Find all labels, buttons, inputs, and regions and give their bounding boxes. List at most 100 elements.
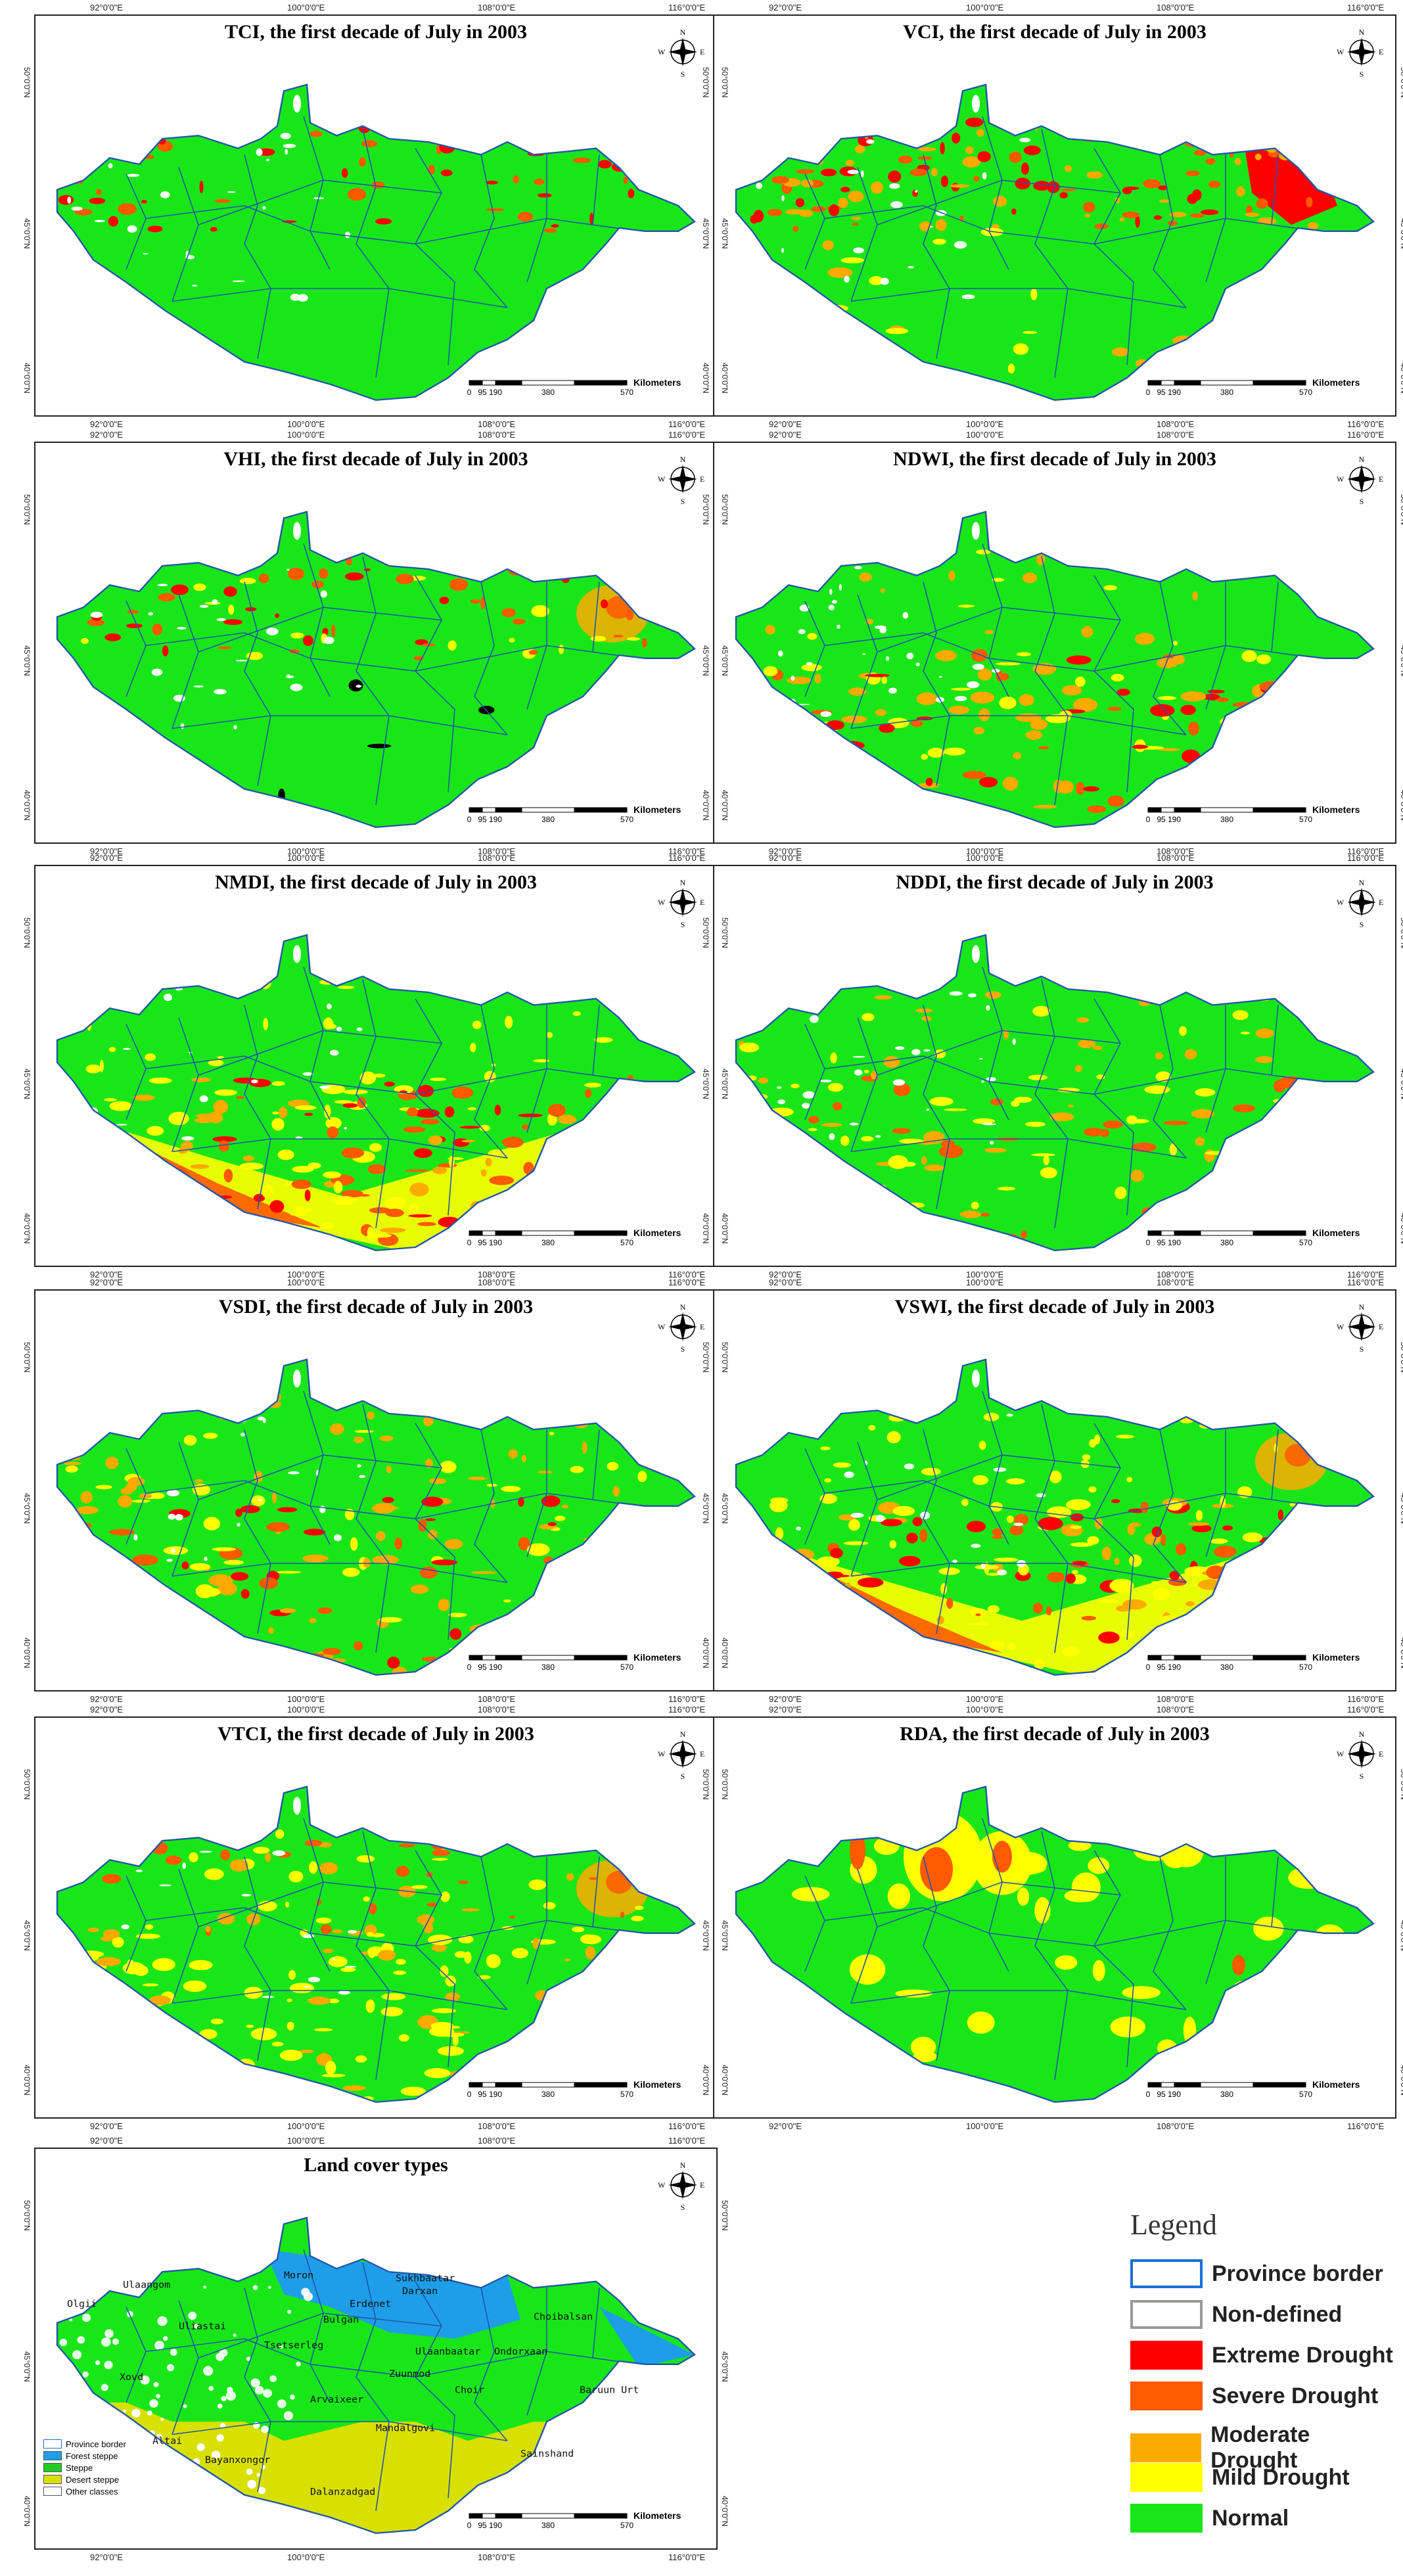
latitude-label: 45°0'0"N bbox=[22, 645, 32, 676]
scale-tick: 570 bbox=[620, 1663, 633, 1672]
landcover-legend-item: Province border bbox=[43, 2438, 126, 2450]
scale-unit: Kilometers bbox=[633, 2510, 681, 2521]
latitude-label: 50°0'0"N bbox=[1399, 67, 1403, 98]
scale-tick: 380 bbox=[1220, 388, 1233, 397]
longitude-label: 116°0'0"E bbox=[668, 1270, 706, 1279]
scale-tick: 190 bbox=[1168, 1238, 1181, 1247]
panel-title: NMDI, the first decade of July in 2003 bbox=[215, 871, 537, 893]
legend-label: Extreme Drought bbox=[1212, 2342, 1393, 2368]
longitude-label: 108°0'0"E bbox=[478, 1277, 516, 1287]
scale-tick: 0 bbox=[1146, 1663, 1151, 1672]
scale-tick: 95 bbox=[478, 2090, 487, 2099]
panel-title: VSDI, the first decade of July in 2003 bbox=[218, 1296, 534, 1318]
latitude-label: 40°0'0"N bbox=[701, 1638, 710, 1668]
longitude-label: 116°0'0"E bbox=[1347, 2121, 1385, 2131]
latitude-label: 50°0'0"N bbox=[720, 1342, 729, 1373]
compass-n: N bbox=[680, 2161, 686, 2170]
city-label: Arvaixeer bbox=[310, 2394, 363, 2405]
scale-tick: 190 bbox=[1168, 1663, 1181, 1672]
latitude-label: 50°0'0"N bbox=[720, 67, 729, 98]
landcover-label: Province border bbox=[66, 2439, 126, 2449]
scale-tick: 0 bbox=[467, 388, 472, 397]
scale-tick: 95 bbox=[1157, 815, 1166, 824]
landcover-swatch bbox=[43, 2451, 62, 2460]
scale-tick: 570 bbox=[620, 2521, 633, 2530]
scale-tick: 190 bbox=[489, 1238, 502, 1247]
latitude-label: 50°0'0"N bbox=[22, 917, 32, 948]
landcover-swatch bbox=[43, 2475, 62, 2484]
latitude-label: 40°0'0"N bbox=[1399, 790, 1403, 821]
compass-n: N bbox=[1359, 1302, 1365, 1312]
longitude-label: 100°0'0"E bbox=[966, 430, 1004, 440]
longitude-label: 116°0'0"E bbox=[668, 846, 706, 856]
longitude-label: 108°0'0"E bbox=[478, 1705, 516, 1714]
scale-tick: 190 bbox=[489, 2090, 502, 2099]
province-borders bbox=[126, 116, 639, 379]
latitude-label: 45°0'0"N bbox=[22, 1493, 32, 1524]
latitude-label: 50°0'0"N bbox=[701, 67, 710, 98]
province-borders bbox=[126, 1818, 639, 2081]
longitude-label: 92°0'0"E bbox=[769, 3, 802, 12]
compass-n: N bbox=[1359, 1730, 1365, 1739]
scale-tick: 570 bbox=[1299, 388, 1312, 397]
scale-tick: 570 bbox=[620, 1238, 633, 1247]
compass-w: W bbox=[1337, 898, 1345, 907]
longitude-label: 92°0'0"E bbox=[90, 2136, 123, 2146]
longitude-label: 92°0'0"E bbox=[90, 2121, 123, 2131]
longitude-label: 108°0'0"E bbox=[1157, 1705, 1195, 1714]
city-label: Altai bbox=[152, 2435, 182, 2447]
scale-tick: 190 bbox=[489, 2521, 502, 2530]
scale-tick: 380 bbox=[541, 1663, 555, 1672]
latitude-label: 50°0'0"N bbox=[22, 1769, 32, 1800]
longitude-label: 108°0'0"E bbox=[1157, 1277, 1195, 1287]
longitude-label: 116°0'0"E bbox=[1347, 3, 1385, 12]
scale-tick: 0 bbox=[1146, 388, 1151, 397]
longitude-label: 100°0'0"E bbox=[287, 853, 325, 863]
panel-title: TCI, the first decade of July in 2003 bbox=[225, 21, 527, 43]
longitude-label: 108°0'0"E bbox=[478, 846, 516, 856]
scale-tick: 0 bbox=[467, 1238, 472, 1247]
longitude-label: 100°0'0"E bbox=[287, 419, 325, 429]
longitude-label: 108°0'0"E bbox=[1157, 430, 1195, 440]
latitude-label: 45°0'0"N bbox=[22, 2351, 32, 2382]
latitude-label: 40°0'0"N bbox=[701, 1213, 710, 1244]
longitude-label: 116°0'0"E bbox=[1347, 853, 1385, 863]
longitude-label: 92°0'0"E bbox=[90, 1277, 123, 1287]
compass-s: S bbox=[1360, 497, 1364, 506]
latitude-label: 40°0'0"N bbox=[22, 2496, 32, 2527]
longitude-label: 100°0'0"E bbox=[287, 2121, 325, 2131]
latitude-label: 45°0'0"N bbox=[701, 1920, 710, 1951]
province-borders bbox=[804, 543, 1318, 806]
scale-tick: 190 bbox=[1168, 815, 1181, 824]
latitude-label: 50°0'0"N bbox=[701, 1769, 710, 1800]
longitude-label: 116°0'0"E bbox=[668, 419, 706, 429]
compass-e: E bbox=[1379, 1749, 1383, 1759]
longitude-label: 108°0'0"E bbox=[1157, 1270, 1195, 1279]
latitude-label: 50°0'0"N bbox=[720, 917, 729, 948]
panel-title: Land cover types bbox=[304, 2154, 448, 2176]
map-panel-ndwi: NDWI, the first decade of July in 2003 N S… bbox=[713, 442, 1396, 844]
landcover-legend: Province border Forest steppe Steppe Desert… bbox=[43, 2438, 126, 2497]
longitude-label: 116°0'0"E bbox=[668, 853, 706, 863]
compass-e: E bbox=[700, 47, 704, 57]
country-outline bbox=[56, 511, 696, 829]
scale-tick: 380 bbox=[1220, 1238, 1233, 1247]
panel-title: VCI, the first decade of July in 2003 bbox=[903, 21, 1207, 43]
scale-tick: 380 bbox=[541, 815, 555, 824]
latitude-label: 45°0'0"N bbox=[720, 2351, 729, 2382]
longitude-label: 108°0'0"E bbox=[478, 419, 516, 429]
scale-tick: 380 bbox=[541, 2521, 555, 2530]
latitude-label: 40°0'0"N bbox=[720, 790, 729, 821]
landcover-legend-item: Forest steppe bbox=[43, 2450, 126, 2462]
compass-s: S bbox=[1360, 70, 1364, 79]
longitude-label: 100°0'0"E bbox=[287, 3, 325, 12]
latitude-label: 40°0'0"N bbox=[720, 2496, 729, 2527]
